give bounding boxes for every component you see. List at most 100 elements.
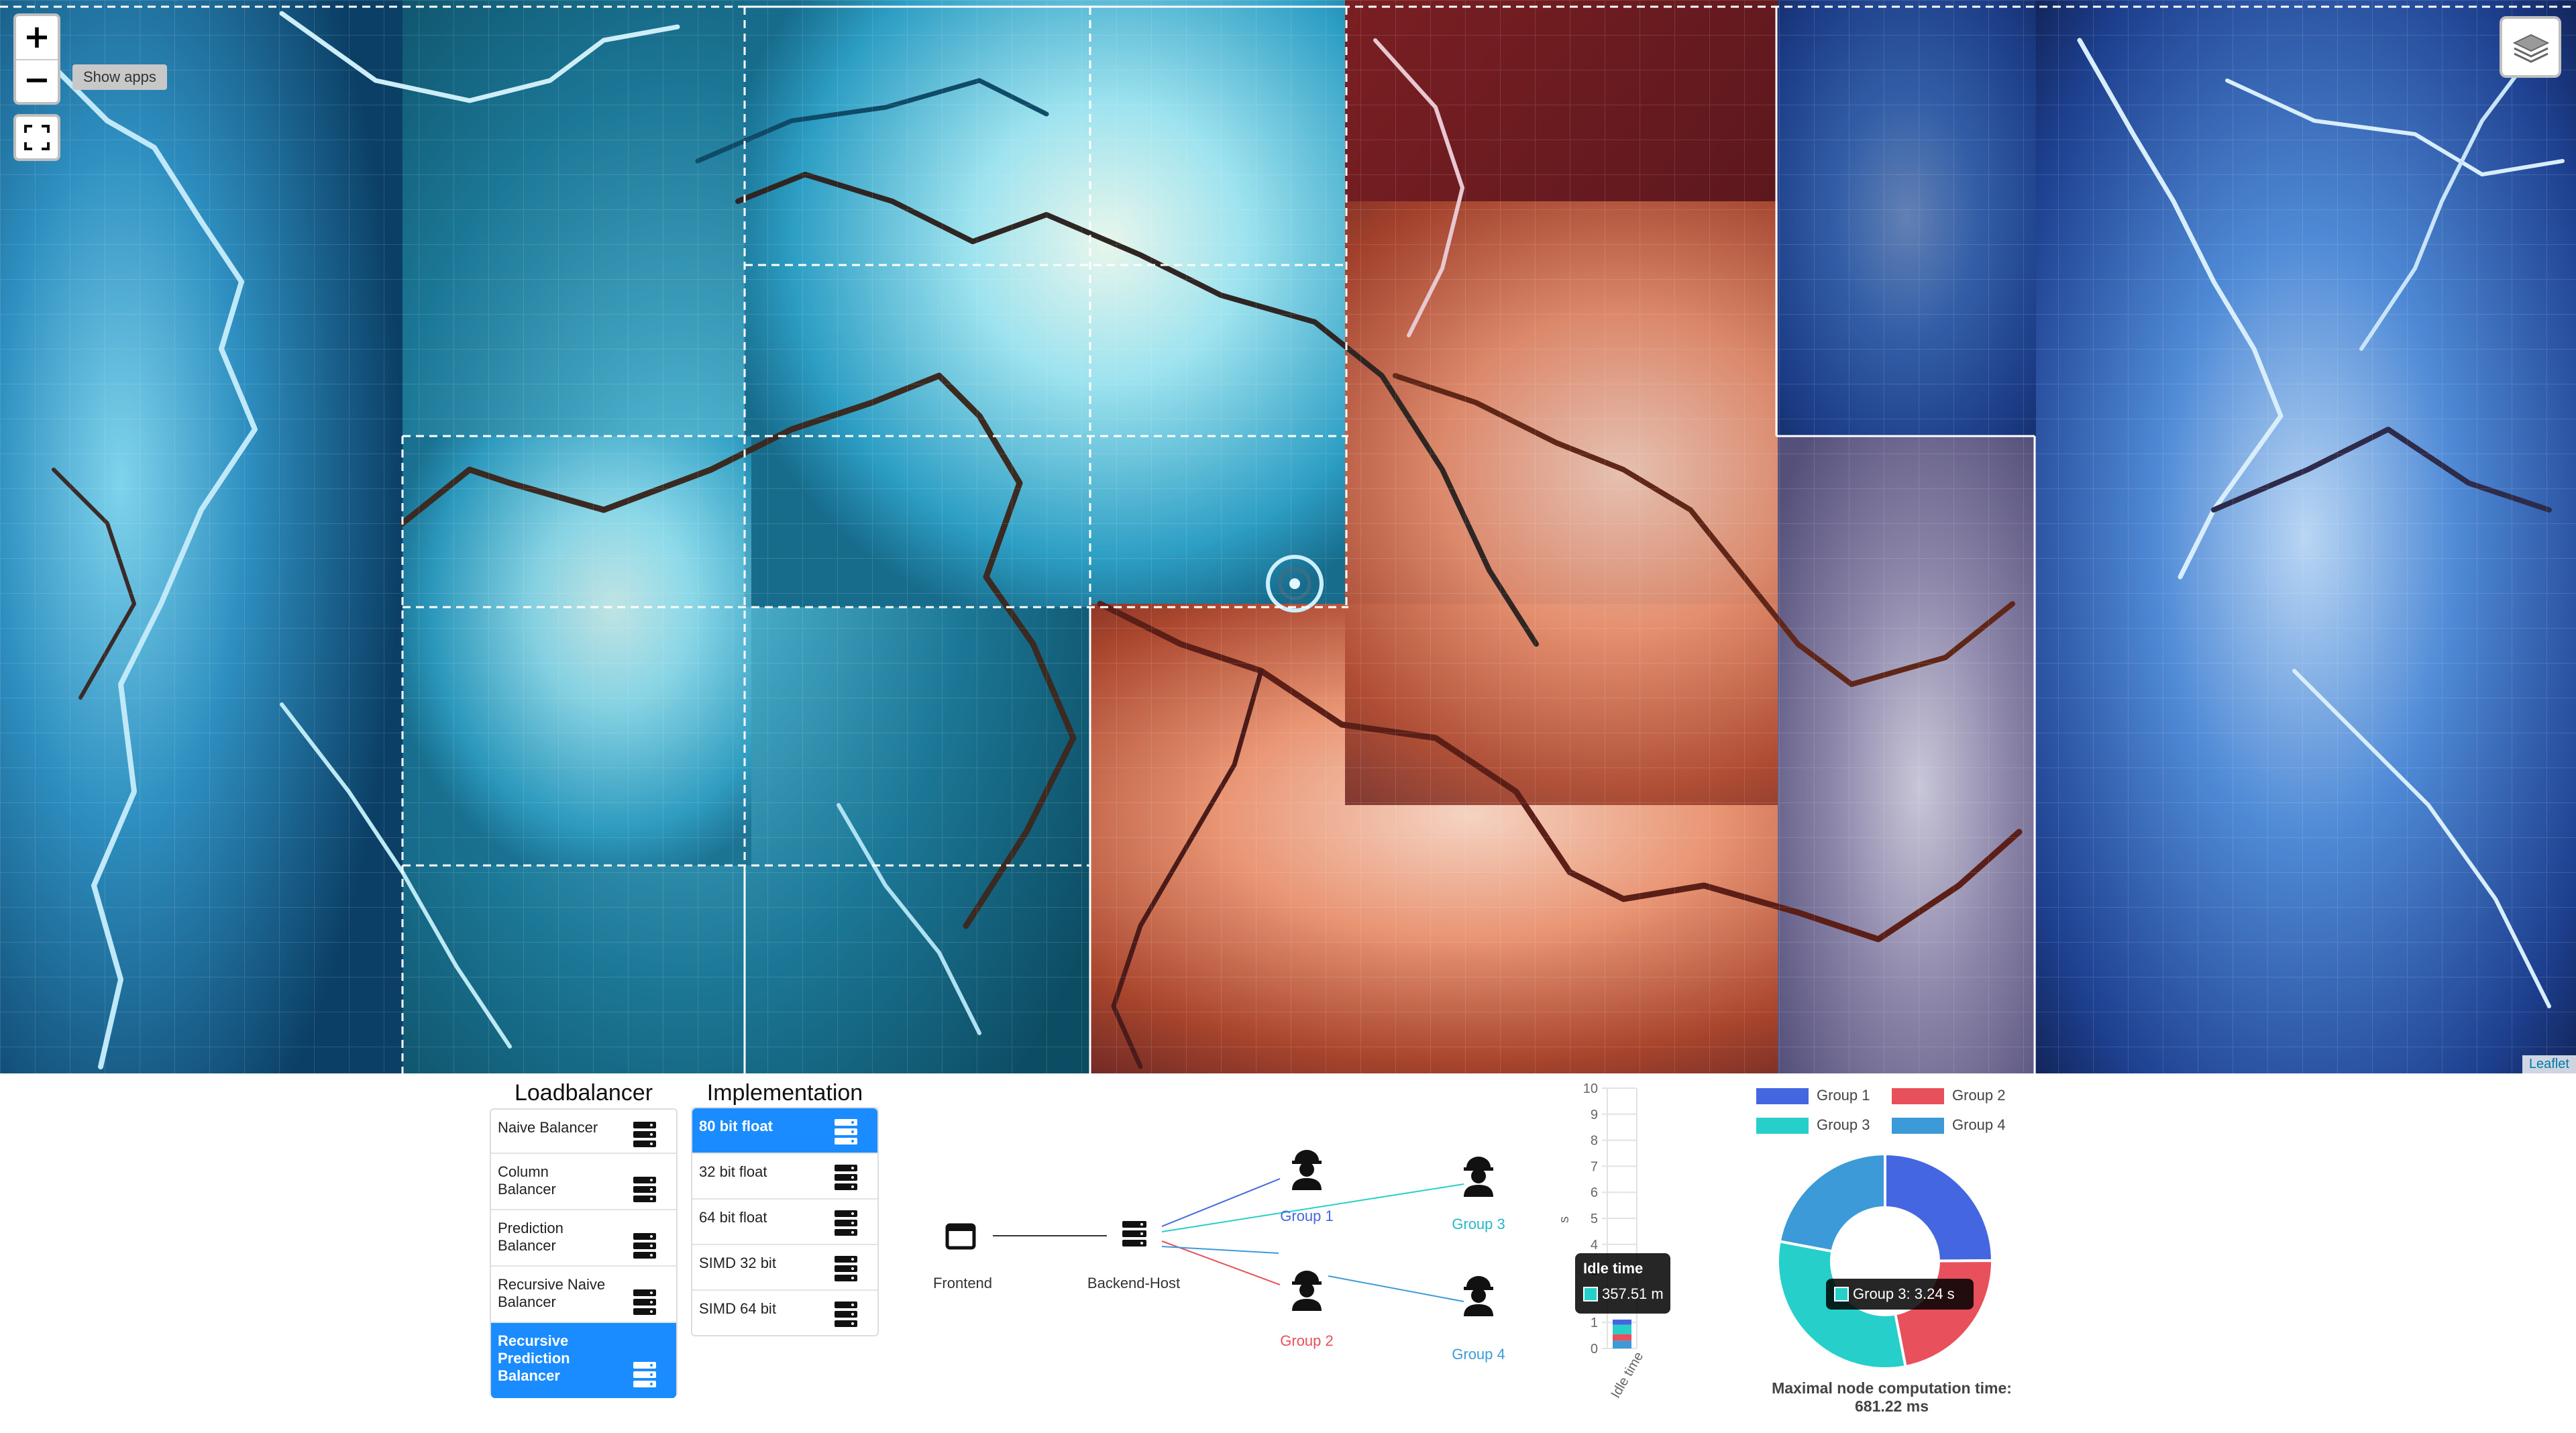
zoom-in-button[interactable]: + bbox=[16, 16, 58, 60]
loadbalancer-title: Loadbalancer bbox=[514, 1080, 653, 1106]
idle-y-tick-label: 7 bbox=[1591, 1159, 1598, 1174]
legend-group3[interactable]: Group 3 bbox=[1756, 1115, 1904, 1135]
legend-label: Group 4 bbox=[1952, 1116, 2006, 1133]
legend-label: Group 1 bbox=[1817, 1087, 1870, 1104]
max-computation-caption: Maximal node computation time: 681.22 ms bbox=[1744, 1379, 2039, 1416]
legend-label: Group 3 bbox=[1817, 1116, 1870, 1133]
frontend-label: Frontend bbox=[932, 1275, 993, 1291]
server-icon bbox=[633, 1177, 656, 1205]
pie-tooltip: Group 3: 3.24 s bbox=[1826, 1279, 1974, 1310]
idle-y-tick-label: 10 bbox=[1583, 1081, 1598, 1096]
implementation-32bit[interactable]: 32 bit float bbox=[692, 1154, 877, 1200]
pie-slice-group-1[interactable] bbox=[1884, 1152, 1994, 1263]
link-group4-a bbox=[1161, 1246, 1279, 1254]
loadbalancer-prediction[interactable]: Prediction Balancer bbox=[491, 1210, 676, 1267]
idle-y-tick-label: 6 bbox=[1591, 1185, 1598, 1200]
idle-y-axis-label: s bbox=[1557, 1216, 1572, 1223]
frontend-browser-icon bbox=[945, 1223, 976, 1250]
idle-y-tick-label: 0 bbox=[1591, 1342, 1598, 1357]
link-group3 bbox=[1161, 1183, 1464, 1232]
implementation-list: 80 bit float 32 bit float 64 bit float S… bbox=[691, 1107, 879, 1336]
show-apps-button[interactable]: Show apps bbox=[72, 64, 167, 90]
backend-server-icon bbox=[1122, 1221, 1146, 1246]
worker-icon-group2 bbox=[1292, 1271, 1322, 1311]
server-icon bbox=[633, 1362, 656, 1390]
server-icon bbox=[835, 1256, 857, 1284]
fullscreen-icon bbox=[24, 125, 50, 150]
implementation-item-label: 80 bit float bbox=[699, 1118, 773, 1134]
layers-button[interactable] bbox=[2500, 16, 2561, 78]
server-icon bbox=[835, 1302, 857, 1330]
idle-bar-group-1[interactable] bbox=[1613, 1319, 1631, 1325]
implementation-item-label: SIMD 64 bit bbox=[699, 1300, 776, 1317]
max-computation-value: 681.22 ms bbox=[1855, 1397, 1929, 1415]
backend-host-label: Backend-Host bbox=[1087, 1275, 1181, 1291]
loadbalancer-item-label: Naive Balancer bbox=[498, 1119, 598, 1136]
loadbalancer-item-label: Column Balancer bbox=[498, 1163, 556, 1198]
idle-time-chart: 012345678910 s Idle time bbox=[1557, 1081, 1646, 1401]
group3-label: Group 3 bbox=[1452, 1216, 1505, 1232]
idle-y-tick-label: 5 bbox=[1591, 1212, 1598, 1226]
server-icon bbox=[633, 1122, 656, 1150]
link-group1 bbox=[1161, 1178, 1281, 1227]
loadbalancer-item-label: Recursive Naive Balancer bbox=[498, 1276, 606, 1310]
server-icon bbox=[835, 1119, 857, 1147]
idle-y-tick-label: 1 bbox=[1591, 1316, 1598, 1330]
idle-tooltip-swatch bbox=[1583, 1287, 1598, 1302]
implementation-simd32[interactable]: SIMD 32 bit bbox=[692, 1245, 877, 1291]
group2-label: Group 2 bbox=[1280, 1332, 1334, 1349]
zoom-out-button[interactable]: − bbox=[23, 61, 51, 99]
legend-swatch bbox=[1756, 1118, 1809, 1134]
leaflet-attribution-link[interactable]: Leaflet bbox=[2522, 1055, 2576, 1073]
pie-slice-group-4[interactable] bbox=[1778, 1152, 1886, 1253]
mandelbrot-tiles[interactable] bbox=[0, 0, 2576, 1073]
legend-label: Group 2 bbox=[1952, 1087, 2006, 1104]
topology-diagram bbox=[945, 1150, 1493, 1316]
link-group4-b bbox=[1328, 1275, 1464, 1302]
computation-time-pie-chart bbox=[1776, 1152, 1994, 1370]
server-icon bbox=[835, 1210, 857, 1238]
legend-swatch bbox=[1892, 1118, 1944, 1134]
worker-icon-group4 bbox=[1464, 1276, 1493, 1316]
implementation-title: Implementation bbox=[706, 1080, 863, 1106]
implementation-64bit[interactable]: 64 bit float bbox=[692, 1200, 877, 1245]
zoom-control: + − bbox=[13, 13, 60, 105]
server-icon bbox=[835, 1165, 857, 1193]
implementation-simd64[interactable]: SIMD 64 bit bbox=[692, 1291, 877, 1336]
fractal-map[interactable]: + − Show apps Leaflet bbox=[0, 0, 2576, 1073]
loadbalancer-recursive-naive[interactable]: Recursive Naive Balancer bbox=[491, 1267, 676, 1323]
pie-tooltip-swatch bbox=[1834, 1287, 1849, 1302]
legend-group1[interactable]: Group 1 bbox=[1756, 1085, 1904, 1106]
idle-y-tick-label: 4 bbox=[1591, 1238, 1598, 1253]
idle-x-tick-label: Idle time bbox=[1608, 1350, 1646, 1401]
group4-label: Group 4 bbox=[1452, 1346, 1505, 1363]
idle-bar-group-3[interactable] bbox=[1613, 1324, 1631, 1334]
implementation-80bit[interactable]: 80 bit float bbox=[692, 1108, 877, 1154]
group1-label: Group 1 bbox=[1280, 1208, 1334, 1224]
implementation-item-label: SIMD 32 bit bbox=[699, 1255, 776, 1271]
pie-slice-group-2[interactable] bbox=[1893, 1259, 1994, 1369]
loadbalancer-item-label: Prediction Balancer bbox=[498, 1220, 564, 1254]
layers-icon bbox=[2512, 34, 2550, 63]
implementation-item-label: 64 bit float bbox=[699, 1209, 767, 1226]
loadbalancer-column[interactable]: Column Balancer bbox=[491, 1154, 676, 1210]
idle-y-tick-label: 8 bbox=[1591, 1134, 1598, 1149]
legend-group2[interactable]: Group 2 bbox=[1892, 1085, 2039, 1106]
legend-swatch bbox=[1892, 1088, 1944, 1104]
idle-bar-group-4[interactable] bbox=[1613, 1340, 1631, 1348]
loadbalancer-list: Naive Balancer Column Balancer Predictio… bbox=[490, 1108, 678, 1398]
fullscreen-button[interactable] bbox=[13, 114, 60, 161]
worker-icon-group3 bbox=[1464, 1157, 1493, 1197]
max-computation-label: Maximal node computation time: bbox=[1772, 1379, 2012, 1397]
idle-tooltip-value: 357.51 m bbox=[1602, 1285, 1664, 1302]
server-icon bbox=[633, 1233, 656, 1261]
loadbalancer-naive[interactable]: Naive Balancer bbox=[491, 1110, 676, 1154]
pie-tooltip-text: Group 3: 3.24 s bbox=[1853, 1285, 1955, 1302]
implementation-item-label: 32 bit float bbox=[699, 1163, 767, 1180]
link-group2 bbox=[1161, 1240, 1281, 1285]
server-icon bbox=[633, 1289, 656, 1318]
loadbalancer-recursive-prediction[interactable]: Recursive Prediction Balancer bbox=[491, 1323, 676, 1398]
idle-tooltip: Idle time 357.51 m bbox=[1575, 1253, 1670, 1314]
legend-group4[interactable]: Group 4 bbox=[1892, 1115, 2039, 1135]
idle-bar-group-2[interactable] bbox=[1613, 1334, 1631, 1341]
